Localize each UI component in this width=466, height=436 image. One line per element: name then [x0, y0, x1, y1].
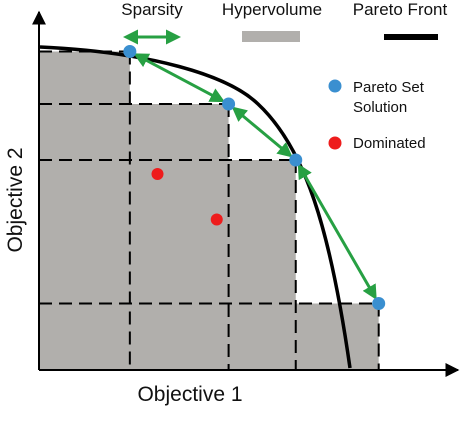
- sparsity-arrow: [231, 106, 293, 158]
- sparsity-arrow: [133, 53, 226, 103]
- legend-dominated-label: Dominated: [353, 135, 426, 152]
- legend-pareto-set-label-line2: Solution: [353, 99, 407, 116]
- pareto-front-legend-swatch: [384, 34, 438, 40]
- sparsity-arrows: [133, 53, 377, 301]
- pareto-set-point: [222, 97, 236, 111]
- dominated-legend-marker: [328, 136, 342, 150]
- hypervolume-legend-swatch: [242, 31, 300, 42]
- pareto-set-point: [289, 153, 303, 167]
- x-axis-label: Objective 1: [137, 383, 242, 406]
- hypervolume-region: [39, 51, 379, 370]
- y-axis-label: Objective 2: [4, 147, 27, 252]
- sparsity-arrow: [297, 163, 377, 301]
- dashed-guides: [39, 50, 380, 370]
- dominated-point: [151, 168, 164, 180]
- pareto-set-point: [123, 45, 137, 58]
- pareto-set-legend-marker: [328, 79, 342, 93]
- legend-pareto-front-label: Pareto Front: [353, 0, 448, 19]
- points: [123, 45, 386, 310]
- legend-pareto-set-label-line1: Pareto Set: [353, 79, 425, 96]
- dominated-point: [210, 213, 223, 226]
- legend-sparsity-label: Sparsity: [121, 0, 183, 19]
- hypervolume-rect: [39, 303, 379, 370]
- legend-hypervolume-label: Hypervolume: [222, 0, 322, 19]
- pareto-set-point: [372, 297, 386, 310]
